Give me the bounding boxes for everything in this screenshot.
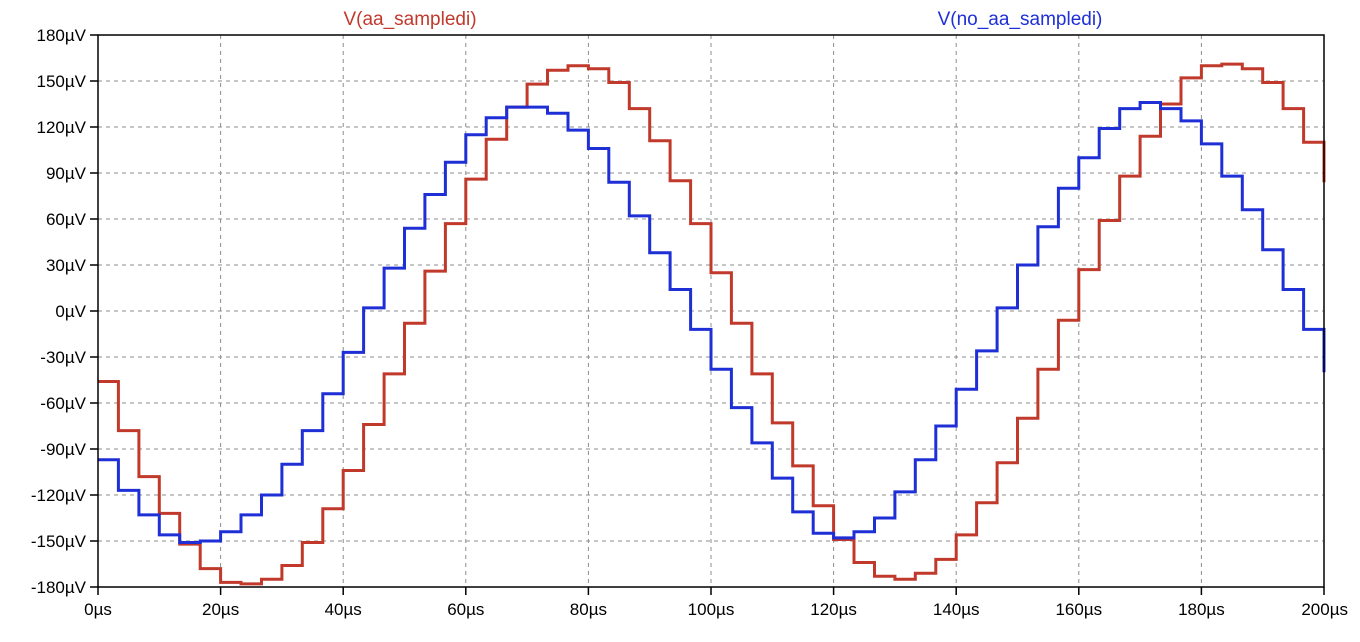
x-tick-label: 0µs <box>84 600 112 619</box>
x-tick-label: 100µs <box>688 600 735 619</box>
y-tick-label: -60µV <box>40 394 86 413</box>
legend-entry-no-aa-sampledi: V(no_aa_sampledi) <box>938 9 1103 30</box>
y-tick-label: 90µV <box>46 164 87 183</box>
series-line-aa-sampledi <box>98 62 1326 586</box>
y-tick-label: 180µV <box>37 26 87 45</box>
y-tick-label: 60µV <box>46 210 87 229</box>
y-tick-label: -150µV <box>31 532 87 551</box>
x-tick-label: 200µs <box>1301 600 1348 619</box>
y-tick-labels: 180µV 150µV 120µV 90µV 60µV 30µV 0µV -30µV -60µV… <box>31 26 87 597</box>
x-tick-label: 60µs <box>447 600 484 619</box>
x-tick-labels: 0µs 20µs 40µs 60µs 80µs 100µs 120µs 140µs 160µs 1… <box>84 600 1348 619</box>
y-tick-label: 150µV <box>37 72 87 91</box>
x-tick-label: 120µs <box>810 600 857 619</box>
y-tick-label: 30µV <box>46 256 87 275</box>
series-group <box>98 62 1326 586</box>
y-tick-label: 0µV <box>55 302 86 321</box>
legend: V(aa_sampledi) V(no_aa_sampledi) <box>343 9 1102 30</box>
x-tick-label: 80µs <box>570 600 607 619</box>
y-tick-label: -120µV <box>31 486 87 505</box>
y-tick-label: 120µV <box>37 118 87 137</box>
legend-entry-aa-sampledi: V(aa_sampledi) <box>343 9 476 30</box>
y-tick-label: -30µV <box>40 348 86 367</box>
x-tick-label: 160µs <box>1055 600 1102 619</box>
axis-ticks <box>90 34 1325 595</box>
series-line-no-aa-sampledi <box>98 101 1326 544</box>
x-tick-label: 40µs <box>325 600 362 619</box>
x-tick-label: 20µs <box>202 600 239 619</box>
x-tick-label: 140µs <box>933 600 980 619</box>
y-tick-label: -90µV <box>40 440 86 459</box>
y-tick-label: -180µV <box>31 578 87 597</box>
grid <box>98 35 1324 587</box>
x-tick-label: 180µs <box>1178 600 1225 619</box>
